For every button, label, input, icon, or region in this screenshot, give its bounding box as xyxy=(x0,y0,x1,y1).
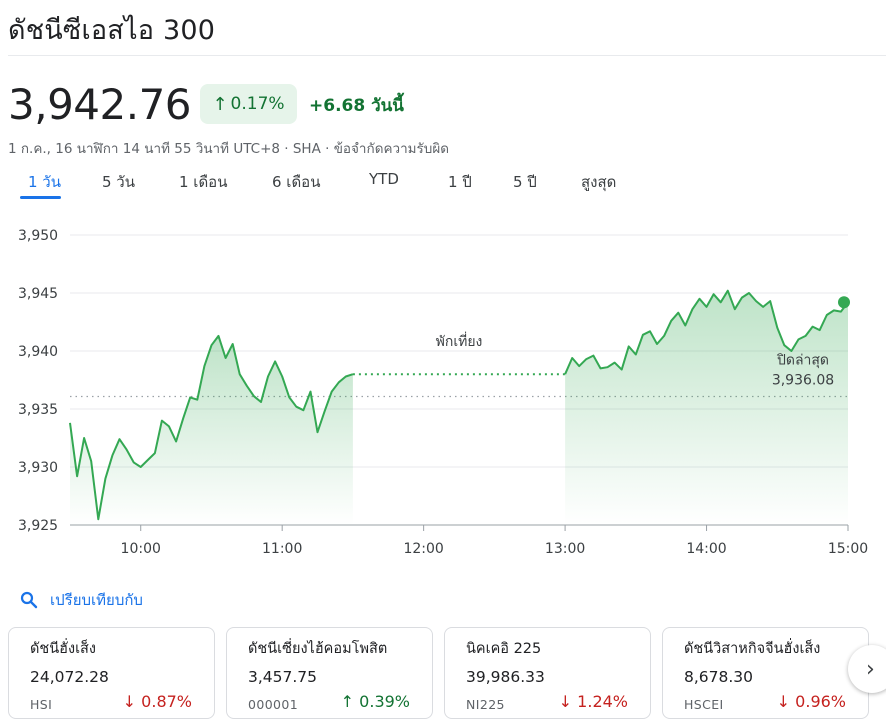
page-title: ดัชนีซีเอสไอ 300 xyxy=(8,15,216,46)
change-percent: 0.17% xyxy=(230,94,285,114)
related-card-change: ↓ 0.96% xyxy=(777,692,846,711)
related-card-name: นิคเคอิ 225 xyxy=(466,641,542,657)
arrow-down-icon: ↓ xyxy=(558,692,573,711)
lunch-break-label: พักเที่ยง xyxy=(436,332,483,350)
tab-5-years[interactable]: 5 ปี xyxy=(513,173,537,191)
tab-1-day[interactable]: 1 วัน xyxy=(28,173,61,191)
arrow-down-icon: ↓ xyxy=(122,692,137,711)
y-tick-label: 3,935 xyxy=(18,402,58,418)
related-card-value: 24,072.28 xyxy=(30,668,109,686)
related-card-value: 3,457.75 xyxy=(248,668,318,686)
y-tick-label: 3,930 xyxy=(18,460,58,476)
tab-max[interactable]: สูงสุด xyxy=(581,173,617,191)
related-card[interactable]: ดัชนีเซี่ยงไฮ้คอมโพสิต 3,457.75 000001 ↑… xyxy=(226,627,433,719)
related-card-change-value: 0.96% xyxy=(795,692,846,711)
active-tab-indicator xyxy=(20,196,61,199)
arrow-up-icon: ↑ xyxy=(340,692,355,711)
previous-close-value: 3,936.08 xyxy=(772,372,834,388)
related-card-change-value: 0.39% xyxy=(359,692,410,711)
price-chart[interactable]: 3,950 3,945 3,940 3,935 3,930 3,925 10:00 11:00… xyxy=(0,215,886,565)
compare-button[interactable]: เปรียบเทียบกับ xyxy=(20,588,143,612)
last-price-dot xyxy=(838,296,850,309)
series-line xyxy=(69,334,354,521)
series-line xyxy=(564,289,849,375)
related-card-value: 8,678.30 xyxy=(684,668,754,686)
x-tick-label: 14:00 xyxy=(686,541,726,557)
arrow-down-icon: ↓ xyxy=(776,692,791,711)
next-carousel-button[interactable]: › xyxy=(848,645,886,693)
y-tick-label: 3,925 xyxy=(18,518,58,534)
previous-close-label: ปิดล่าสุด xyxy=(776,352,829,368)
x-tick-label: 10:00 xyxy=(121,541,161,557)
related-card-symbol: HSCEI xyxy=(684,697,724,712)
related-card[interactable]: ดัชนีวิสาหกิจจีนฮั่งเส็ง 8,678.30 HSCEI … xyxy=(662,627,869,719)
series-area xyxy=(70,335,353,525)
related-card-change: ↓ 0.87% xyxy=(123,692,192,711)
related-card-value: 39,986.33 xyxy=(466,668,545,686)
related-card-name: ดัชนีเซี่ยงไฮ้คอมโพสิต xyxy=(248,641,388,657)
tab-5-days[interactable]: 5 วัน xyxy=(102,173,135,191)
related-card-change: ↑ 0.39% xyxy=(341,692,410,711)
current-price: 3,942.76 xyxy=(8,80,192,129)
search-icon xyxy=(20,591,38,609)
x-tick-label: 13:00 xyxy=(545,541,585,557)
related-card-change-value: 1.24% xyxy=(577,692,628,711)
tab-6-months[interactable]: 6 เดือน xyxy=(272,173,321,191)
related-card-name: ดัชนีฮั่งเส็ง xyxy=(30,641,96,657)
tab-1-month[interactable]: 1 เดือน xyxy=(179,173,228,191)
related-card-name: ดัชนีวิสาหกิจจีนฮั่งเส็ง xyxy=(684,641,821,657)
related-card-symbol: 000001 xyxy=(248,697,299,712)
related-card[interactable]: ดัชนีฮั่งเส็ง 24,072.28 HSI ↓ 0.87% xyxy=(8,627,215,719)
series-area xyxy=(565,290,848,525)
chevron-right-icon: › xyxy=(866,656,875,682)
quote-meta[interactable]: 1 ก.ค., 16 นาฬิกา 14 นาที 55 วินาที UTC+… xyxy=(8,141,450,157)
x-tick-label: 12:00 xyxy=(403,541,443,557)
y-tick-label: 3,940 xyxy=(18,344,58,360)
change-percent-badge: ↑ 0.17% xyxy=(200,84,297,124)
compare-label: เปรียบเทียบกับ xyxy=(50,591,143,609)
title-divider xyxy=(8,55,886,56)
y-tick-label: 3,950 xyxy=(18,228,58,244)
change-absolute: +6.68 วันนี้ xyxy=(309,96,404,116)
related-card-symbol: NI225 xyxy=(466,697,505,712)
tab-1-year[interactable]: 1 ปี xyxy=(448,173,472,191)
x-tick-label: 11:00 xyxy=(262,541,302,557)
x-tick-label: 15:00 xyxy=(828,541,868,557)
y-tick-label: 3,945 xyxy=(18,286,58,302)
related-card[interactable]: นิคเคอิ 225 39,986.33 NI225 ↓ 1.24% xyxy=(444,627,651,719)
related-card-symbol: HSI xyxy=(30,697,53,712)
related-card-change-value: 0.87% xyxy=(141,692,192,711)
related-card-change: ↓ 1.24% xyxy=(559,692,628,711)
tab-ytd[interactable]: YTD xyxy=(369,170,399,188)
arrow-up-icon: ↑ xyxy=(212,93,228,115)
